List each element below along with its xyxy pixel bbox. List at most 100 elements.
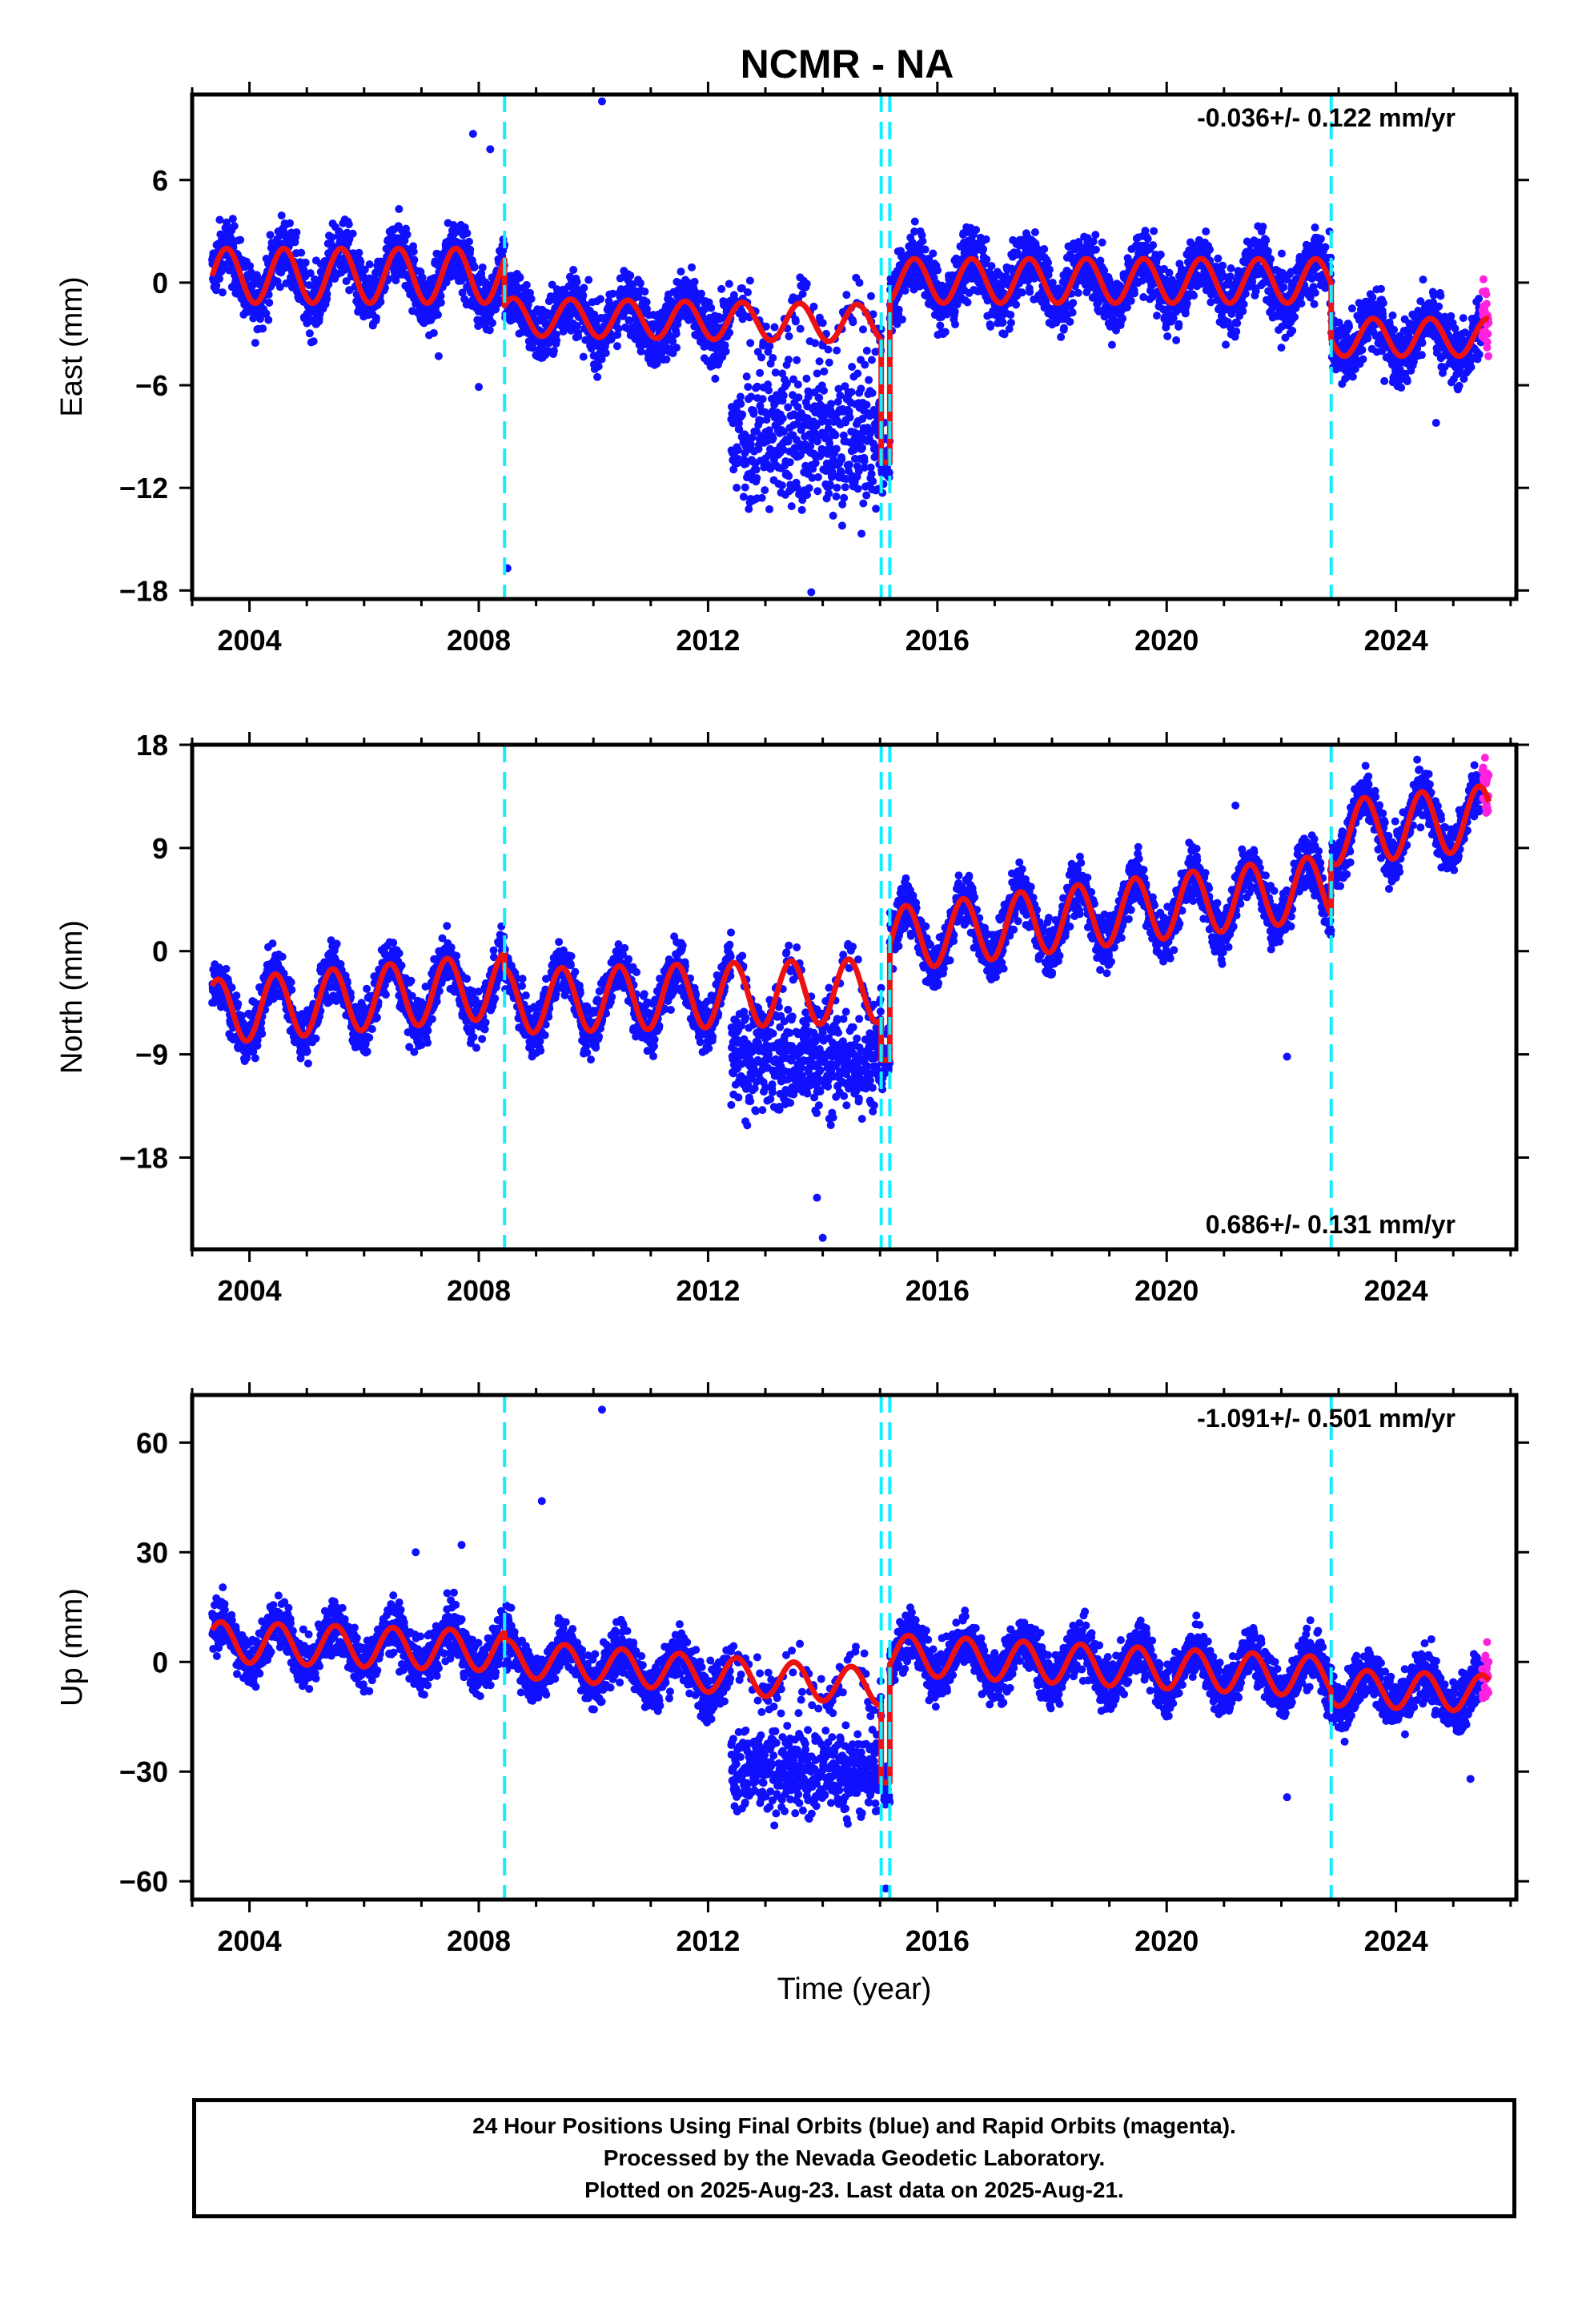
final-orbit-point [1045,265,1054,274]
rapid-orbit-point [1484,330,1492,339]
final-orbit-point [1388,311,1397,320]
final-orbit-point [849,318,857,327]
final-orbit-point [845,413,854,422]
final-orbit-point [741,483,749,492]
final-orbit-point [309,337,318,346]
final-orbit-point [802,374,811,383]
outlier-point [597,97,606,106]
final-orbit-point [436,292,445,300]
final-orbit-point [936,321,945,330]
final-orbit-point [1345,323,1354,332]
final-orbit-points [208,97,1486,597]
final-orbit-point [403,230,412,239]
final-orbit-point [614,324,623,333]
final-orbit-point [832,444,841,453]
final-orbit-point [825,489,833,498]
final-orbit-point [1190,292,1199,300]
final-orbit-point [1232,327,1241,336]
final-orbit-point [1348,372,1357,381]
final-orbit-point [809,302,818,311]
final-orbit-point [859,499,868,508]
final-orbit-point [251,339,259,348]
final-orbit-point [400,236,409,245]
final-orbit-point [1267,255,1275,263]
final-orbit-point [802,279,811,288]
final-orbit-point [1156,250,1165,259]
final-orbit-point [785,332,793,340]
final-orbit-point [813,487,822,496]
final-orbit-point [395,205,404,214]
final-orbit-point [979,244,988,253]
final-orbit-point [797,505,806,514]
final-orbit-point [215,275,224,283]
final-orbit-point [259,324,267,333]
final-orbit-point [733,484,741,493]
final-orbit-point [793,483,801,492]
final-orbit-point [858,325,867,334]
final-orbit-point [549,346,558,355]
final-orbit-point [1358,345,1367,354]
final-orbit-point [1057,332,1066,341]
final-orbit-point [1435,302,1443,311]
final-orbit-point [275,283,284,292]
final-orbit-point [584,275,593,284]
final-orbit-point [1026,287,1034,296]
final-orbit-point [749,409,758,418]
final-orbit-point [752,465,761,474]
final-orbit-point [376,298,385,307]
final-orbit-point [929,249,938,258]
final-orbit-point [910,217,919,226]
final-orbit-point [305,329,314,338]
final-orbit-point [215,215,224,224]
final-orbit-point [897,315,906,324]
final-orbit-point [867,469,876,478]
final-orbit-point [1455,381,1464,390]
final-orbit-point [1239,307,1247,316]
final-orbit-point [436,298,445,307]
final-orbit-point [212,281,221,290]
final-orbit-point [833,346,841,355]
final-orbit-point [725,279,733,288]
final-orbit-point [524,300,532,309]
final-orbit-point [478,263,487,271]
final-orbit-point [982,235,990,243]
final-orbit-point [1165,268,1174,277]
final-orbit-point [433,311,442,320]
final-orbit-point [1297,300,1306,308]
final-orbit-point [745,276,754,285]
final-orbit-point [757,353,766,362]
final-orbit-point [761,486,769,495]
final-orbit-point [1227,264,1235,273]
final-orbit-point [1321,243,1330,251]
final-orbit-point [743,288,752,297]
final-orbit-point [813,369,821,378]
final-orbit-point [612,342,621,351]
final-orbit-point [596,295,604,304]
final-orbit-point [1390,325,1399,334]
final-orbit-point [527,295,536,304]
final-orbit-point [982,255,991,263]
final-orbit-point [857,384,865,393]
final-orbit-point [753,473,761,482]
final-orbit-point [1239,300,1248,308]
final-orbit-point [286,219,295,227]
final-orbit-point [1098,238,1106,247]
final-orbit-point [793,356,801,364]
final-orbit-point [739,493,748,501]
final-orbit-point [777,481,786,490]
final-orbit-point [862,491,871,500]
outlier-point [434,352,443,360]
final-orbit-point [636,279,644,287]
final-orbit-point [921,245,930,254]
final-orbit-point [841,483,849,492]
final-orbit-point [365,260,374,269]
final-orbit-point [862,346,871,355]
final-orbit-point [837,455,846,464]
final-orbit-point [230,222,239,231]
final-orbit-point [492,305,500,314]
final-orbit-point [466,245,475,254]
final-orbit-point [1397,384,1406,392]
final-orbit-point [1233,319,1242,328]
